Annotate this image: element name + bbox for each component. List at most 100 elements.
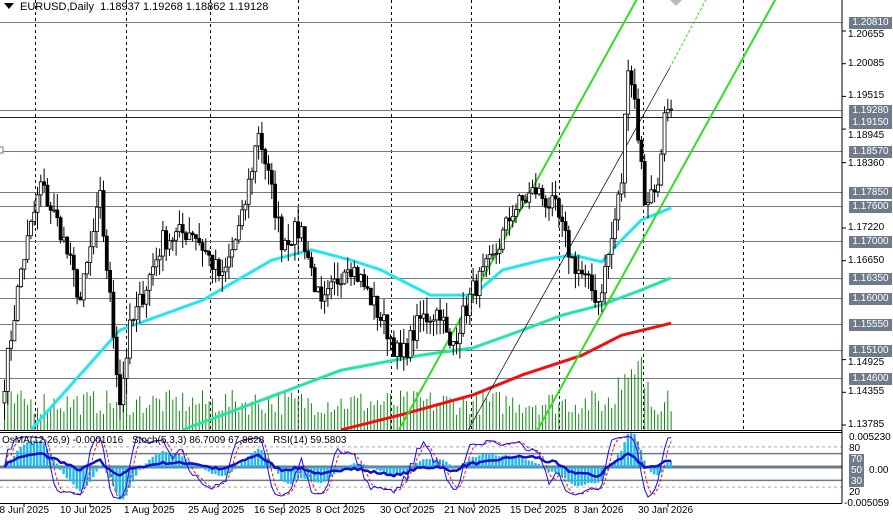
bull-candle	[649, 189, 654, 204]
indicator-min: -0.005059	[844, 498, 890, 509]
bear-candle	[411, 330, 416, 341]
price-tick: 1.20655	[848, 29, 885, 40]
bull-candle	[494, 253, 499, 256]
bull-candle	[500, 229, 505, 250]
osma-bar	[517, 456, 521, 468]
dropdown-triangle-icon[interactable]	[4, 3, 14, 9]
osma-bar	[207, 467, 210, 472]
bear-candle	[65, 236, 70, 255]
osma-bar	[69, 467, 72, 482]
bull-candle	[151, 266, 155, 276]
osma-bar	[554, 467, 557, 473]
bull-candle	[85, 262, 89, 275]
bear-candle	[203, 249, 208, 252]
osma-bar	[3, 467, 6, 468]
osma-bar	[448, 464, 451, 468]
osma-bar	[55, 463, 59, 468]
bull-candle	[408, 330, 413, 358]
price-level-label: 1.20810	[849, 16, 892, 29]
horizontal-levels[interactable]	[0, 22, 842, 379]
osma-bar	[339, 467, 342, 471]
bull-candle	[95, 206, 99, 232]
bull-candle	[342, 271, 347, 285]
osma-bar	[501, 455, 504, 468]
osma-bar	[567, 467, 570, 482]
bear-candle	[547, 206, 551, 209]
bull-candle	[471, 280, 476, 295]
osma-bar	[653, 467, 656, 475]
bull-candle	[246, 178, 251, 205]
osma-bar	[230, 467, 234, 472]
osma-bar	[408, 467, 412, 469]
price-tick: 1.13785	[848, 418, 885, 430]
osma-bar	[356, 463, 359, 468]
osma-bar	[62, 467, 65, 474]
bear-candle	[306, 250, 311, 258]
osma-bar	[303, 467, 306, 479]
osma-bar	[557, 467, 560, 475]
trend-line[interactable]	[536, 0, 777, 431]
bear-candle	[141, 294, 146, 305]
osma-bar	[280, 467, 283, 480]
bear-candle	[642, 161, 647, 206]
osma-label: OsMA(12,26,9) -0.0001016	[2, 435, 124, 446]
osma-bar	[237, 465, 240, 468]
osma-bar	[346, 465, 349, 468]
bear-candle	[362, 274, 367, 288]
bull-candle	[220, 271, 225, 276]
osma-bar	[52, 458, 55, 468]
osma-bar	[666, 462, 669, 468]
bull-candle	[527, 192, 532, 203]
osma-bar	[415, 463, 418, 468]
bull-candle	[550, 195, 555, 209]
bear-candle	[58, 217, 63, 241]
bull-candle	[481, 266, 485, 272]
indicator-zero: 0.00	[869, 465, 889, 476]
bear-candle	[68, 253, 73, 256]
bull-candle	[124, 357, 129, 379]
bull-candle	[236, 225, 241, 241]
osma-bar	[550, 467, 554, 472]
bull-candle	[170, 239, 175, 242]
osma-bar	[174, 454, 177, 468]
osma-bar	[514, 456, 517, 468]
bear-candle	[560, 216, 565, 223]
bull-candle	[283, 240, 287, 251]
bear-candle	[391, 337, 396, 357]
bull-candle	[91, 231, 96, 248]
bull-candle	[98, 190, 103, 208]
osma-bar	[425, 459, 428, 468]
osma-bar	[59, 467, 62, 471]
bear-candle	[55, 209, 60, 219]
osma-bar	[168, 452, 171, 468]
bull-candle	[646, 202, 650, 206]
osma-bar	[234, 467, 237, 470]
oscillator-pane	[0, 431, 842, 500]
bear-candle	[507, 217, 512, 222]
price-level-label: 1.18570	[849, 145, 892, 158]
osma-bar	[128, 467, 131, 488]
bull-candle	[157, 255, 162, 261]
osma-bar	[194, 463, 197, 468]
trend-line[interactable]	[669, 0, 707, 69]
bear-candle	[108, 269, 112, 293]
osma-bar	[257, 448, 260, 468]
level-70: 70	[849, 454, 865, 465]
osma-bar	[224, 467, 227, 476]
osma-bar	[316, 467, 319, 483]
osma-bar	[220, 467, 224, 477]
bull-candle	[25, 235, 30, 261]
price-tick: 1.14925	[848, 357, 885, 368]
bull-candle	[570, 256, 574, 259]
osma-bar	[9, 459, 12, 468]
bull-candle	[223, 266, 228, 273]
bull-candle	[358, 274, 363, 282]
bear-candle	[263, 149, 268, 165]
osma-bar	[362, 464, 366, 468]
bear-candle	[418, 315, 423, 319]
bull-candle	[12, 320, 17, 342]
bull-candle	[467, 293, 472, 317]
osma-bar	[6, 462, 9, 468]
